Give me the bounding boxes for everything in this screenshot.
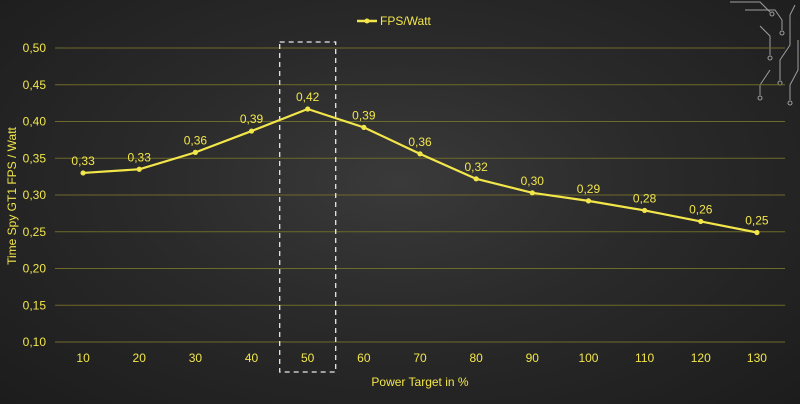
x-tick-label: 110 bbox=[635, 351, 654, 365]
data-point bbox=[80, 170, 86, 176]
data-label: 0,28 bbox=[633, 191, 657, 205]
legend-label: FPS/Watt bbox=[380, 14, 432, 28]
legend-marker bbox=[364, 18, 370, 24]
data-point bbox=[642, 207, 648, 214]
data-label: 0,42 bbox=[296, 90, 320, 104]
data-label: 0,26 bbox=[689, 202, 713, 216]
grid-lines bbox=[55, 47, 785, 343]
y-tick-label: 0,40 bbox=[23, 115, 47, 129]
x-tick-label: 100 bbox=[578, 351, 598, 365]
x-tick-label: 10 bbox=[76, 351, 90, 365]
x-tick-label: 130 bbox=[747, 351, 767, 365]
x-tick-label: 80 bbox=[469, 351, 483, 365]
data-label: 0,29 bbox=[577, 182, 601, 196]
data-label: 0,32 bbox=[464, 160, 488, 174]
data-point bbox=[136, 166, 142, 172]
x-tick-labels: 10 20 30 40 50 60 70 80 90 100 110 120 130 bbox=[76, 351, 767, 365]
series-line bbox=[83, 107, 758, 234]
y-tick-label: 0,15 bbox=[23, 298, 47, 312]
data-point bbox=[192, 149, 198, 155]
highlight-box bbox=[279, 41, 337, 373]
data-point bbox=[248, 128, 255, 134]
data-point bbox=[529, 190, 535, 196]
data-label: 0,39 bbox=[240, 112, 264, 126]
x-tick-label: 20 bbox=[133, 351, 147, 365]
y-tick-label: 0,50 bbox=[23, 41, 47, 55]
x-tick-label: 120 bbox=[691, 351, 711, 365]
y-tick-label: 0,20 bbox=[23, 262, 47, 276]
data-point bbox=[473, 176, 479, 182]
data-labels: 0,33 0,33 0,36 0,39 0,42 0,39 0,36 0,32 0,30 0,29… bbox=[71, 90, 769, 227]
data-label: 0,39 bbox=[352, 108, 376, 122]
data-point bbox=[305, 106, 311, 112]
x-tick-label: 90 bbox=[526, 351, 540, 365]
data-point bbox=[698, 218, 704, 225]
data-label: 0,33 bbox=[71, 154, 95, 168]
y-tick-label: 0,30 bbox=[23, 188, 47, 202]
x-tick-label: 70 bbox=[413, 351, 427, 365]
data-point bbox=[417, 151, 423, 157]
x-tick-label: 30 bbox=[189, 351, 203, 365]
data-label: 0,30 bbox=[521, 174, 545, 188]
data-label: 0,25 bbox=[745, 213, 769, 227]
data-label: 0,36 bbox=[408, 135, 432, 149]
data-label: 0,33 bbox=[128, 150, 152, 164]
circuit-decoration-icon bbox=[730, 1, 799, 106]
x-tick-label: 50 bbox=[301, 351, 315, 365]
y-axis-title: Time Spy GT1 FPS / Watt bbox=[5, 126, 19, 264]
y-tick-label: 0,35 bbox=[23, 151, 47, 165]
data-point bbox=[361, 124, 367, 130]
data-point bbox=[754, 229, 760, 236]
y-tick-label: 0,45 bbox=[23, 78, 47, 92]
x-tick-label: 40 bbox=[245, 351, 259, 365]
x-tick-label: 60 bbox=[357, 351, 371, 365]
y-tick-labels: 0,10 0,15 0,20 0,25 0,30 0,35 0,40 0,45 0,50 bbox=[23, 41, 47, 349]
legend: FPS/Watt bbox=[357, 14, 432, 28]
data-label: 0,36 bbox=[184, 133, 208, 147]
y-tick-label: 0,25 bbox=[23, 225, 47, 239]
series-fps-per-watt bbox=[80, 106, 760, 236]
y-tick-label: 0,10 bbox=[23, 335, 47, 349]
x-axis-title: Power Target in % bbox=[371, 375, 468, 389]
data-point bbox=[585, 198, 592, 204]
